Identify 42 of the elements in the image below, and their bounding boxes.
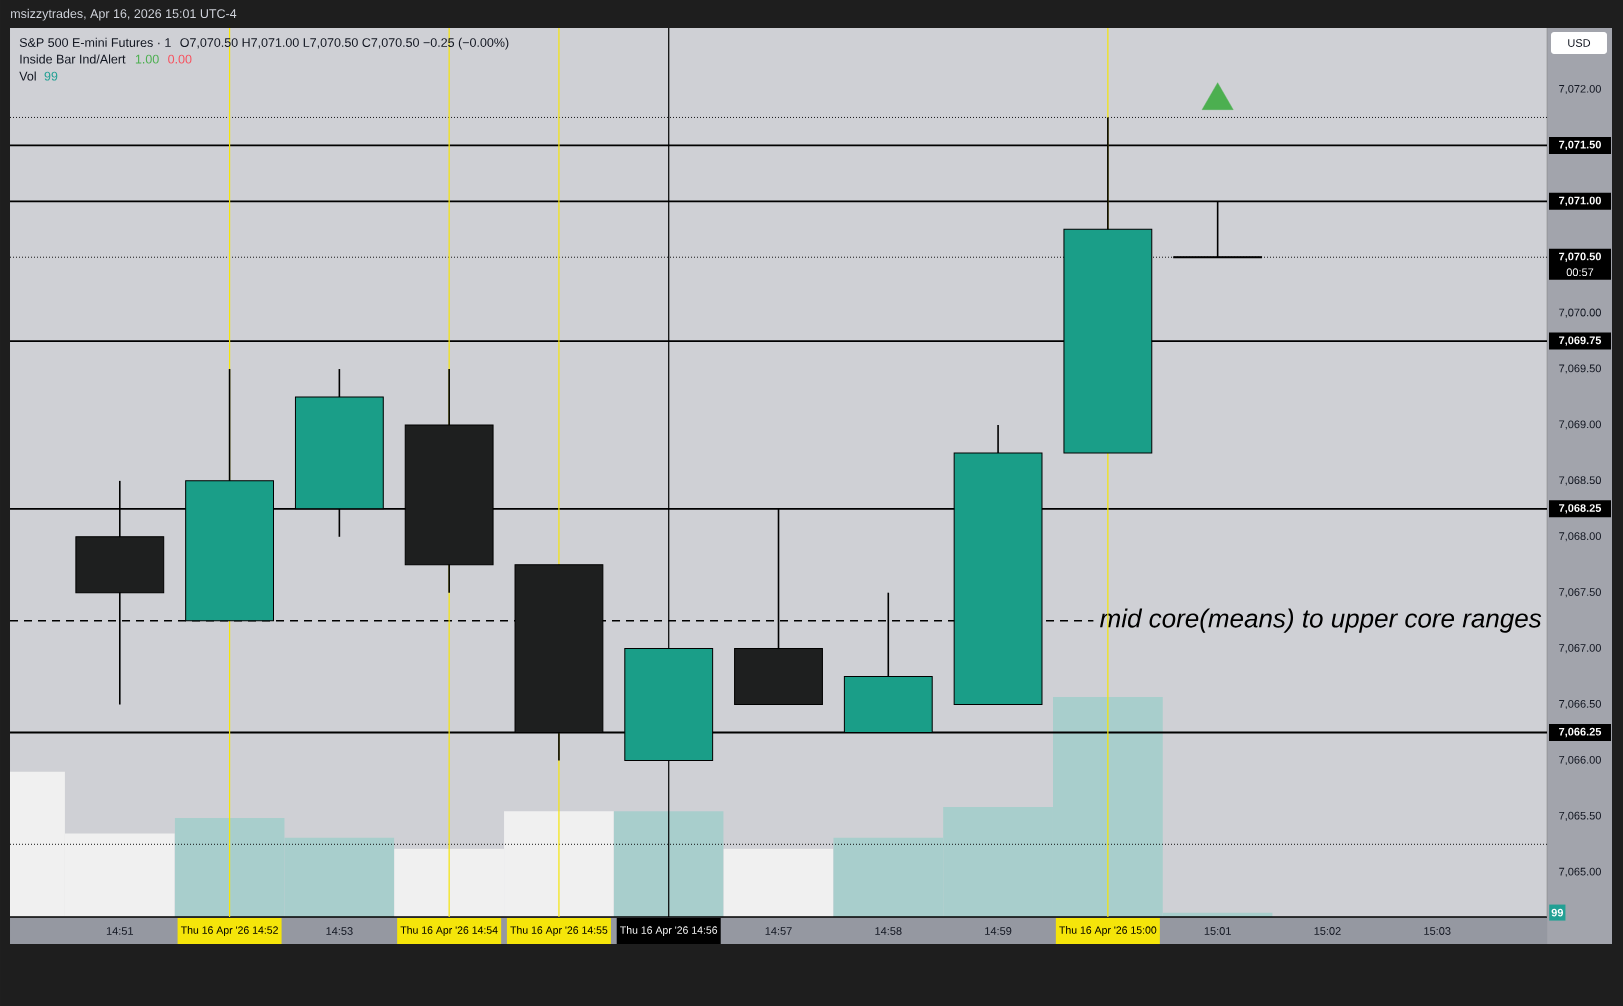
text: S&P 500 E-mini Futures · 1 — [19, 37, 171, 47]
ref-line-label: 7,066.25 — [1559, 727, 1602, 738]
ref-line-label: Thu 16 Apr '26 14:52 — [180, 926, 278, 936]
y-tick-label: 7,065.50 — [1559, 811, 1601, 821]
y-tick-label: 7,070.00 — [1559, 308, 1601, 318]
y-tick-label: 7,069.00 — [1559, 420, 1601, 430]
annotation: 99 — [1551, 908, 1564, 917]
x-tick-label: 15:03 — [1424, 927, 1451, 935]
y-tick-label: 7,068.00 — [1559, 532, 1601, 542]
bar — [723, 848, 834, 917]
ref-line-label: Thu 16 Apr '26 14:55 — [510, 926, 608, 936]
y-tick-label: 7,067.50 — [1559, 588, 1601, 598]
y-tick-label: 7,068.50 — [1559, 476, 1601, 486]
ref-line-label: Thu 16 Apr '26 14:54 — [400, 926, 498, 936]
y-tick-label: 7,072.00 — [1559, 84, 1601, 95]
y-tick-label: 7,065.00 — [1559, 867, 1601, 877]
ref-line-label: 7,070.50 — [1559, 252, 1601, 262]
annotation: Inside Bar Ind/Alert — [20, 54, 126, 64]
annotation: 1.00 — [135, 54, 159, 64]
y-tick-label: 7,069.50 — [1559, 364, 1601, 374]
y-tick-label: 7,066.50 — [1559, 699, 1601, 710]
text: 00:57 — [1566, 268, 1594, 277]
annotation: 99 — [44, 71, 58, 81]
ref-line-label: 7,071.50 — [1559, 140, 1601, 151]
ref-line-label: Thu 16 Apr '26 14:56 — [620, 926, 718, 936]
chart-title: Vol — [19, 71, 36, 81]
x-tick-label: 14:58 — [875, 927, 902, 935]
annotation: 0.00 — [168, 54, 192, 64]
x-tick-label: 15:02 — [1314, 927, 1341, 935]
y-tick-label: 7,067.00 — [1559, 644, 1601, 654]
x-tick-label: 14:51 — [106, 927, 134, 935]
x-tick-label: 15:01 — [1204, 927, 1231, 935]
ref-line-label: 7,068.25 — [1559, 504, 1602, 514]
ref-line-label: Thu 16 Apr '26 15:00 — [1059, 926, 1157, 936]
y-tick-label: 7,066.00 — [1559, 755, 1601, 765]
x-tick-label: 14:57 — [765, 927, 792, 935]
text: msizzytrades, Apr 16, 2026 15:01 UTC-4 — [11, 8, 237, 21]
x-tick-label: 14:53 — [326, 927, 353, 935]
x-tick-label: 14:59 — [985, 927, 1012, 935]
text: USD — [1568, 39, 1591, 47]
ref-line-label: 7,069.75 — [1559, 336, 1602, 346]
ref-line-label: 7,071.00 — [1559, 196, 1601, 207]
